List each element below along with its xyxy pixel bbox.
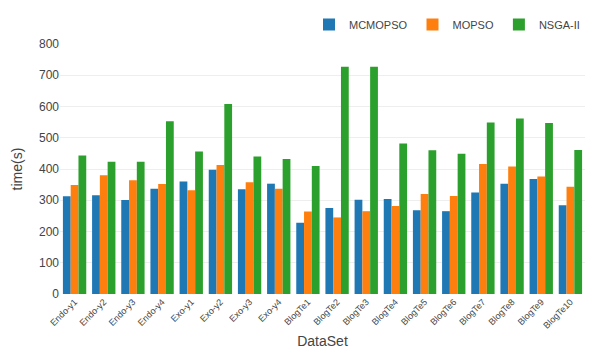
svg-text:600: 600 — [39, 100, 59, 114]
svg-text:700: 700 — [39, 68, 59, 82]
svg-text:Exo-y3: Exo-y3 — [227, 297, 254, 324]
svg-text:0: 0 — [52, 287, 59, 301]
svg-text:NSGA-II: NSGA-II — [539, 19, 580, 31]
svg-text:400: 400 — [39, 162, 59, 176]
svg-text:Endo-y1: Endo-y1 — [48, 297, 79, 328]
svg-text:BlogTe5: BlogTe5 — [399, 297, 429, 327]
svg-text:Exo-y1: Exo-y1 — [169, 297, 196, 324]
svg-text:300: 300 — [39, 193, 59, 207]
svg-text:BlogTe10: BlogTe10 — [541, 297, 575, 331]
svg-text:BlogTe1: BlogTe1 — [282, 297, 312, 327]
svg-text:BlogTe2: BlogTe2 — [312, 297, 342, 327]
svg-text:100: 100 — [39, 256, 59, 270]
svg-text:BlogTe8: BlogTe8 — [487, 297, 517, 327]
svg-text:DataSet: DataSet — [297, 333, 348, 349]
svg-text:Endo-y4: Endo-y4 — [136, 297, 167, 328]
svg-text:BlogTe4: BlogTe4 — [370, 297, 400, 327]
svg-text:Exo-y4: Exo-y4 — [256, 297, 283, 324]
svg-text:BlogTe3: BlogTe3 — [341, 297, 371, 327]
svg-text:BlogTe7: BlogTe7 — [457, 297, 487, 327]
svg-text:BlogTe9: BlogTe9 — [516, 297, 546, 327]
svg-text:MCMOPSO: MCMOPSO — [349, 19, 408, 31]
svg-text:time(s): time(s) — [9, 148, 25, 191]
svg-text:Exo-y2: Exo-y2 — [198, 297, 225, 324]
svg-text:BlogTe6: BlogTe6 — [428, 297, 458, 327]
svg-text:800: 800 — [39, 37, 59, 51]
svg-text:Endo-y2: Endo-y2 — [78, 297, 109, 328]
svg-text:Endo-y3: Endo-y3 — [107, 297, 138, 328]
svg-text:200: 200 — [39, 225, 59, 239]
svg-text:500: 500 — [39, 131, 59, 145]
svg-text:MOPSO: MOPSO — [453, 19, 494, 31]
